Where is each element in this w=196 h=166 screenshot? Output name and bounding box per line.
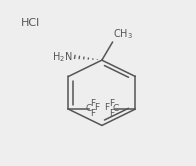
- Text: F: F: [94, 103, 99, 112]
- Text: F: F: [90, 99, 95, 108]
- Text: F: F: [109, 109, 114, 118]
- Text: CH$_3$: CH$_3$: [113, 28, 133, 41]
- Text: HCl: HCl: [21, 18, 40, 28]
- Text: F: F: [109, 99, 114, 108]
- Text: F: F: [104, 103, 110, 112]
- Text: C: C: [85, 104, 91, 113]
- Text: F: F: [90, 109, 95, 118]
- Text: C: C: [112, 104, 119, 113]
- Text: H$_2$N: H$_2$N: [52, 50, 73, 64]
